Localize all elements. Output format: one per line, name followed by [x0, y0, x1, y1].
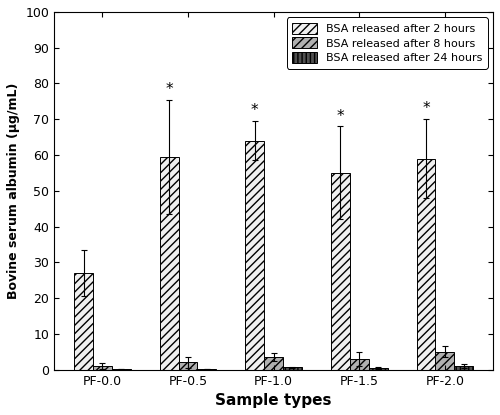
Legend: BSA released after 2 hours, BSA released after 8 hours, BSA released after 24 ho: BSA released after 2 hours, BSA released…: [286, 17, 488, 68]
X-axis label: Sample types: Sample types: [216, 393, 332, 408]
Bar: [93, 366, 112, 370]
Bar: [436, 352, 454, 370]
Y-axis label: Bovine serum albumin (μg/mL): Bovine serum albumin (μg/mL): [7, 83, 20, 299]
Bar: [264, 357, 283, 370]
Bar: [178, 362, 198, 370]
Bar: [246, 141, 264, 370]
Bar: [160, 157, 178, 370]
Bar: [416, 159, 436, 370]
Text: *: *: [336, 109, 344, 124]
Bar: [74, 273, 93, 370]
Bar: [368, 368, 388, 370]
Bar: [331, 173, 350, 370]
Bar: [454, 366, 473, 370]
Bar: [283, 368, 302, 370]
Text: *: *: [166, 82, 173, 97]
Text: *: *: [251, 103, 258, 118]
Text: *: *: [422, 101, 430, 116]
Bar: [350, 359, 368, 370]
